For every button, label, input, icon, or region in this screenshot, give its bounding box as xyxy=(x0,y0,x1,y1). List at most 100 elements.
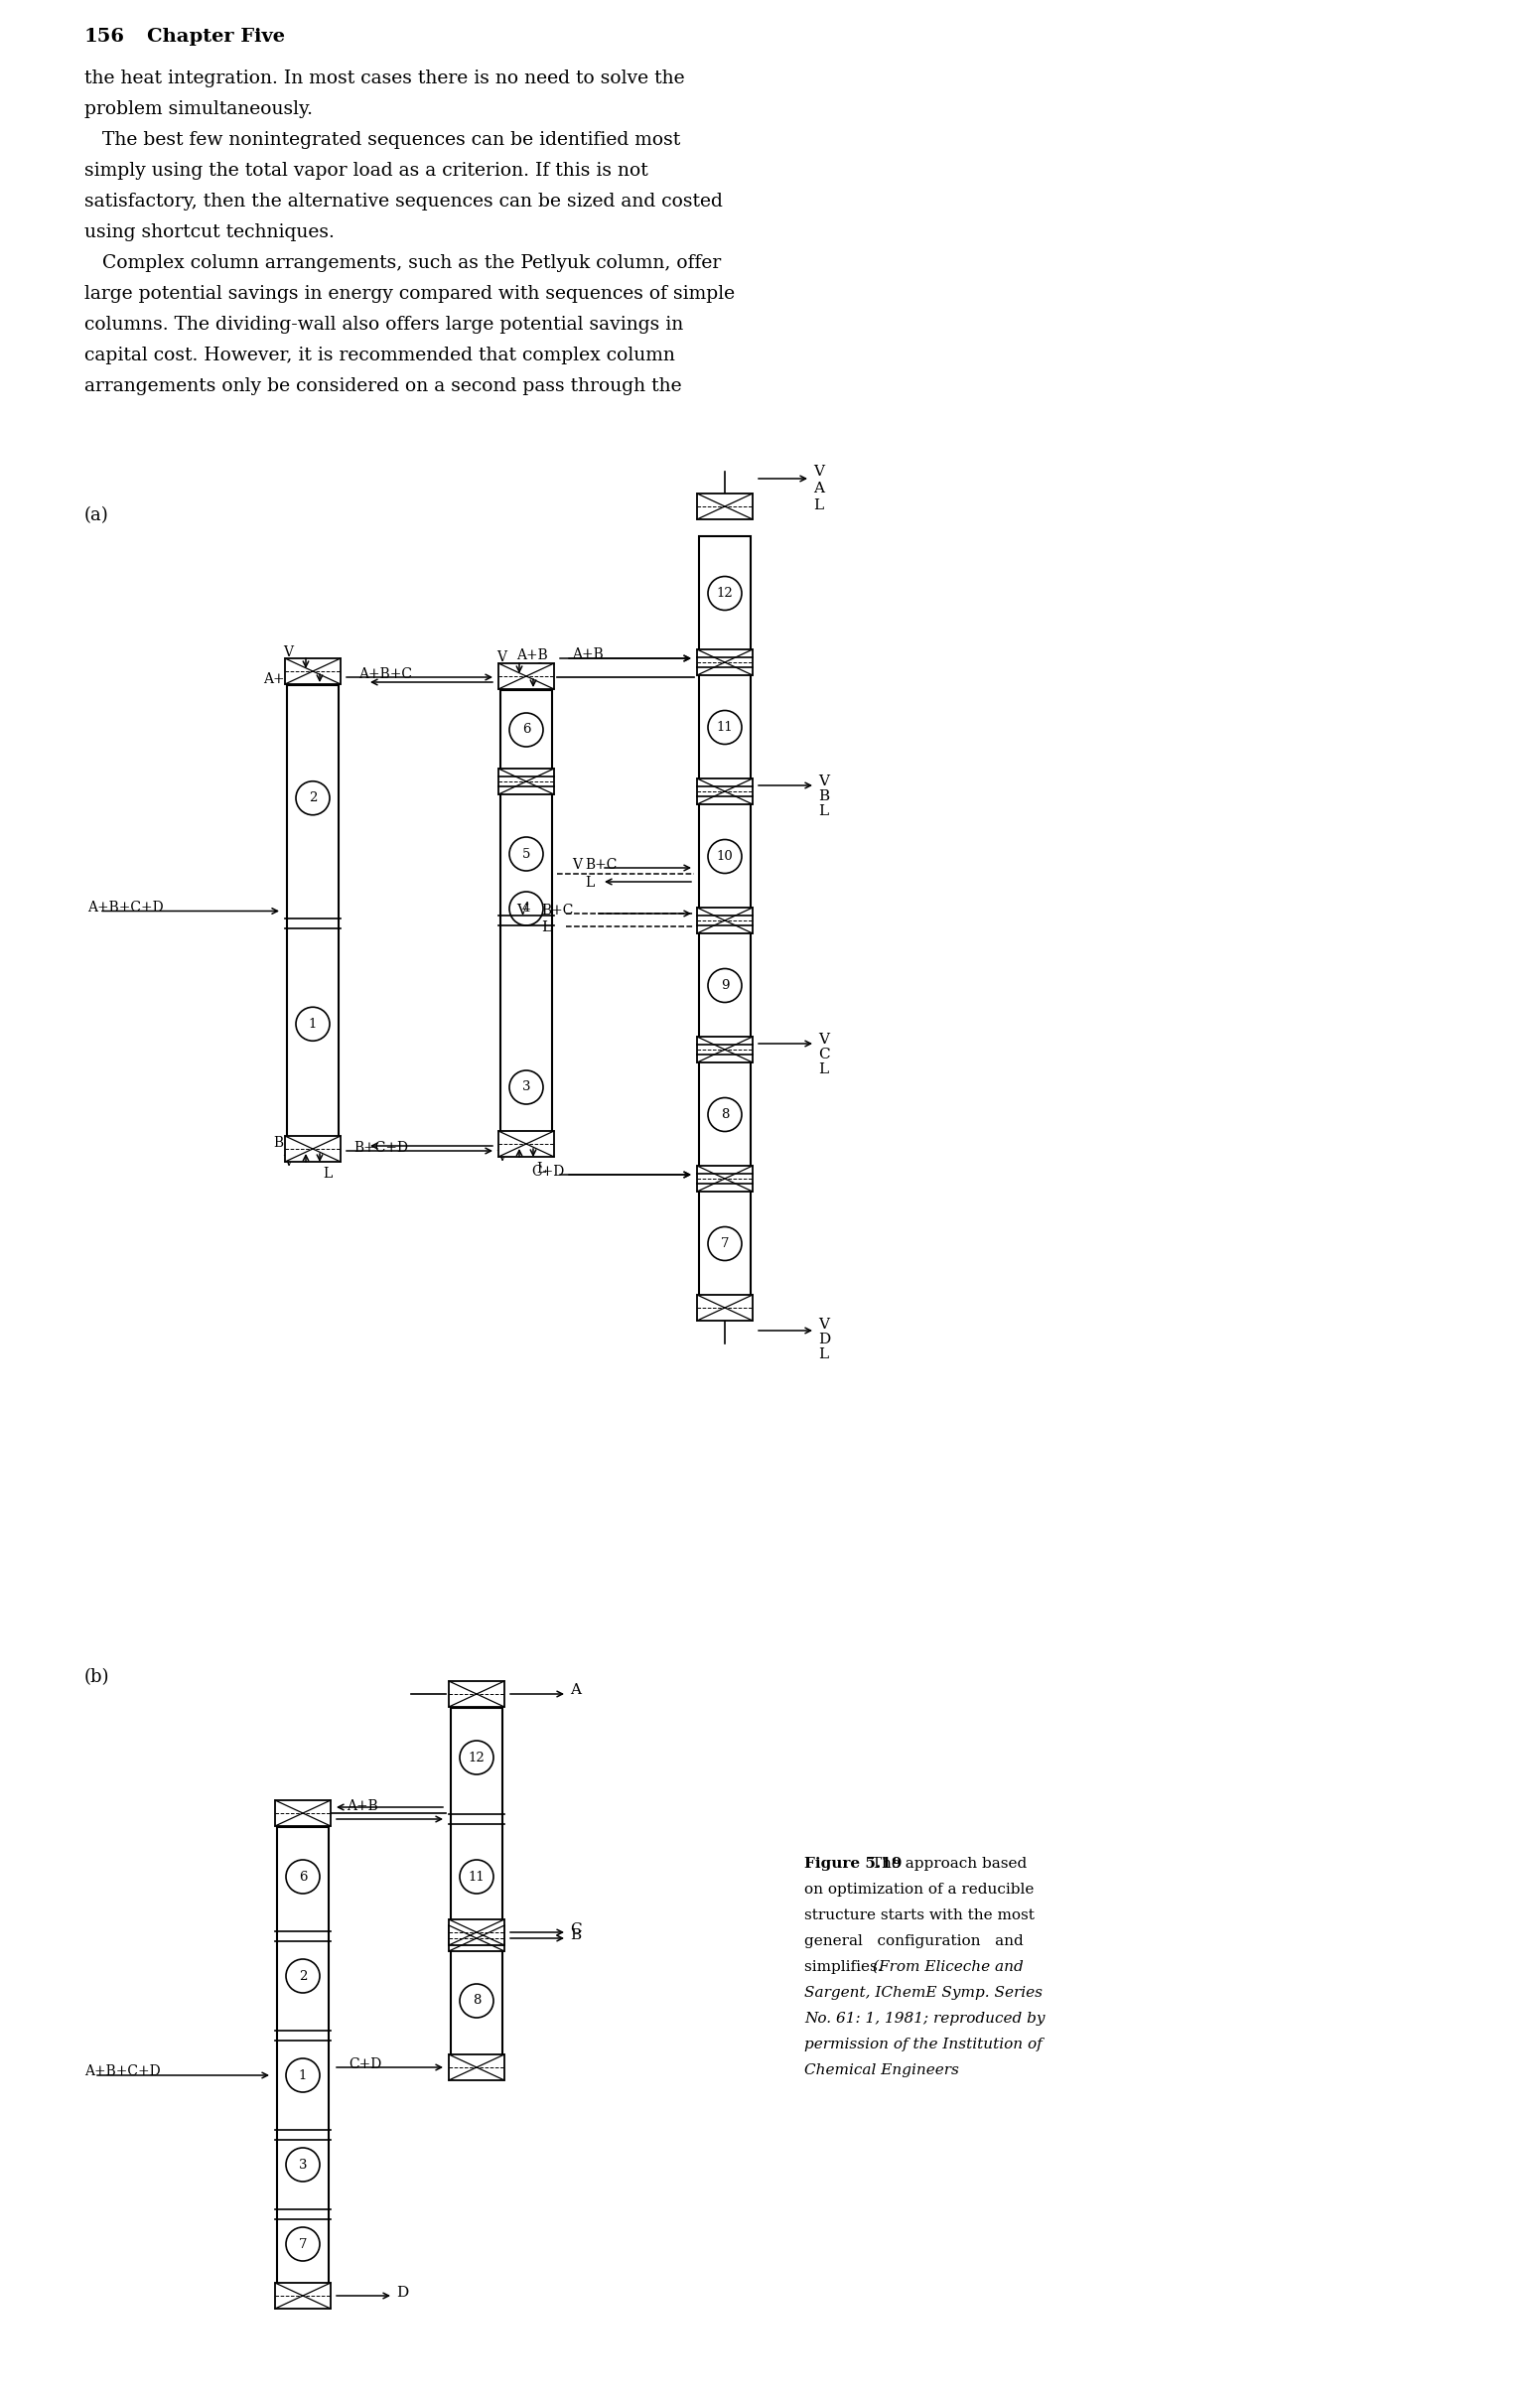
Text: columns. The dividing-wall also offers large potential savings in: columns. The dividing-wall also offers l… xyxy=(85,317,684,333)
Bar xyxy=(276,2283,331,2309)
Text: A+B: A+B xyxy=(516,647,548,662)
Text: 12: 12 xyxy=(716,588,733,600)
Bar xyxy=(448,1681,505,1707)
Text: 8: 8 xyxy=(721,1108,728,1120)
Text: D: D xyxy=(818,1333,830,1345)
Text: V: V xyxy=(496,650,507,664)
Text: 7: 7 xyxy=(721,1237,728,1249)
Bar xyxy=(698,650,753,676)
Text: structure starts with the most: structure starts with the most xyxy=(804,1909,1035,1923)
Text: No. 61: 1, 1981; reproduced by: No. 61: 1, 1981; reproduced by xyxy=(804,2012,1046,2026)
Bar xyxy=(285,1137,340,1161)
Text: 3: 3 xyxy=(522,1081,530,1093)
Text: B+C+D: B+C+D xyxy=(273,1137,328,1151)
Text: 6: 6 xyxy=(522,724,530,736)
Bar xyxy=(448,2055,505,2079)
Text: V: V xyxy=(496,1151,507,1163)
Text: A+B+C: A+B+C xyxy=(359,667,413,681)
Text: large potential savings in energy compared with sequences of simple: large potential savings in energy compar… xyxy=(85,285,735,302)
Bar xyxy=(501,691,551,1132)
Bar xyxy=(277,1827,328,2283)
Bar xyxy=(698,494,753,520)
Text: Chapter Five: Chapter Five xyxy=(146,29,285,46)
Text: 7: 7 xyxy=(299,2237,306,2252)
Text: (a): (a) xyxy=(85,506,109,525)
Text: problem simultaneously.: problem simultaneously. xyxy=(85,101,313,118)
Text: B+C: B+C xyxy=(541,904,573,918)
Bar xyxy=(285,659,340,683)
Text: using shortcut techniques.: using shortcut techniques. xyxy=(85,223,334,242)
Text: L: L xyxy=(818,803,829,818)
Text: C+D: C+D xyxy=(348,2057,382,2072)
Text: 11: 11 xyxy=(716,722,733,734)
Text: A+B: A+B xyxy=(346,1798,377,1813)
Text: V: V xyxy=(813,465,824,480)
Text: 9: 9 xyxy=(721,978,728,993)
Text: L: L xyxy=(536,1161,545,1175)
Text: (b): (b) xyxy=(85,1669,109,1686)
Text: simply using the total vapor load as a criterion. If this is not: simply using the total vapor load as a c… xyxy=(85,161,648,180)
Text: V: V xyxy=(571,858,582,873)
Text: 2: 2 xyxy=(299,1969,306,1983)
Bar xyxy=(451,1707,502,1926)
Text: 3: 3 xyxy=(299,2158,306,2170)
Text: L: L xyxy=(813,499,824,513)
Text: 12: 12 xyxy=(468,1751,485,1765)
Text: 2: 2 xyxy=(308,791,317,806)
Text: Chemical Engineers: Chemical Engineers xyxy=(804,2062,959,2077)
Text: A+B+C+D: A+B+C+D xyxy=(85,2065,160,2079)
Text: 5: 5 xyxy=(522,846,530,861)
Text: A: A xyxy=(813,482,824,496)
Text: V: V xyxy=(283,645,293,659)
Text: 1: 1 xyxy=(308,1017,317,1031)
Text: capital cost. However, it is recommended that complex column: capital cost. However, it is recommended… xyxy=(85,348,675,364)
Text: B+C: B+C xyxy=(585,858,618,873)
Bar xyxy=(699,537,750,1295)
Text: A+B+C+D: A+B+C+D xyxy=(88,899,163,914)
Bar xyxy=(698,1295,753,1321)
Text: general   configuration   and: general configuration and xyxy=(804,1935,1024,1947)
Text: V: V xyxy=(818,1034,829,1046)
Text: L: L xyxy=(541,921,551,935)
Text: C: C xyxy=(818,1048,830,1062)
Text: Figure 5.19: Figure 5.19 xyxy=(804,1856,902,1870)
Text: C+D: C+D xyxy=(531,1165,564,1180)
Text: V: V xyxy=(818,775,829,789)
Text: (From Eliceche and: (From Eliceche and xyxy=(872,1959,1023,1974)
Text: 11: 11 xyxy=(468,1870,485,1882)
Bar xyxy=(499,1132,554,1156)
Text: V: V xyxy=(516,904,527,918)
Bar xyxy=(276,1801,331,1825)
Bar xyxy=(698,906,753,933)
Text: Sargent, IChemE Symp. Series: Sargent, IChemE Symp. Series xyxy=(804,1986,1043,2000)
Text: A: A xyxy=(570,1683,581,1698)
Text: C: C xyxy=(570,1923,582,1935)
Text: 4: 4 xyxy=(522,902,530,916)
Bar xyxy=(499,767,554,794)
Text: satisfactory, then the alternative sequences can be sized and costed: satisfactory, then the alternative seque… xyxy=(85,192,722,211)
Text: L: L xyxy=(585,875,594,890)
Text: L: L xyxy=(536,662,545,676)
Text: 10: 10 xyxy=(716,849,733,863)
Text: 156: 156 xyxy=(85,29,125,46)
Text: L: L xyxy=(818,1062,829,1077)
Bar xyxy=(698,1036,753,1062)
Text: The approach based: The approach based xyxy=(867,1856,1027,1870)
Text: D: D xyxy=(396,2285,408,2300)
Text: Complex column arrangements, such as the Petlyuk column, offer: Complex column arrangements, such as the… xyxy=(85,254,721,271)
Text: 6: 6 xyxy=(299,1870,306,1882)
Text: L: L xyxy=(323,1168,333,1180)
Text: V: V xyxy=(283,1156,293,1168)
Text: V: V xyxy=(818,1317,829,1331)
Text: B+C+D: B+C+D xyxy=(354,1141,408,1156)
Text: 8: 8 xyxy=(473,1995,480,2007)
Text: B: B xyxy=(818,789,829,803)
Bar xyxy=(698,1165,753,1192)
Text: A+B+C: A+B+C xyxy=(263,671,317,686)
Bar xyxy=(451,1947,502,2055)
Text: on optimization of a reducible: on optimization of a reducible xyxy=(804,1882,1033,1897)
Text: the heat integration. In most cases there is no need to solve the: the heat integration. In most cases ther… xyxy=(85,70,685,86)
Bar xyxy=(499,664,554,688)
Text: A+B: A+B xyxy=(571,647,604,662)
Text: The best few nonintegrated sequences can be identified most: The best few nonintegrated sequences can… xyxy=(85,132,681,149)
